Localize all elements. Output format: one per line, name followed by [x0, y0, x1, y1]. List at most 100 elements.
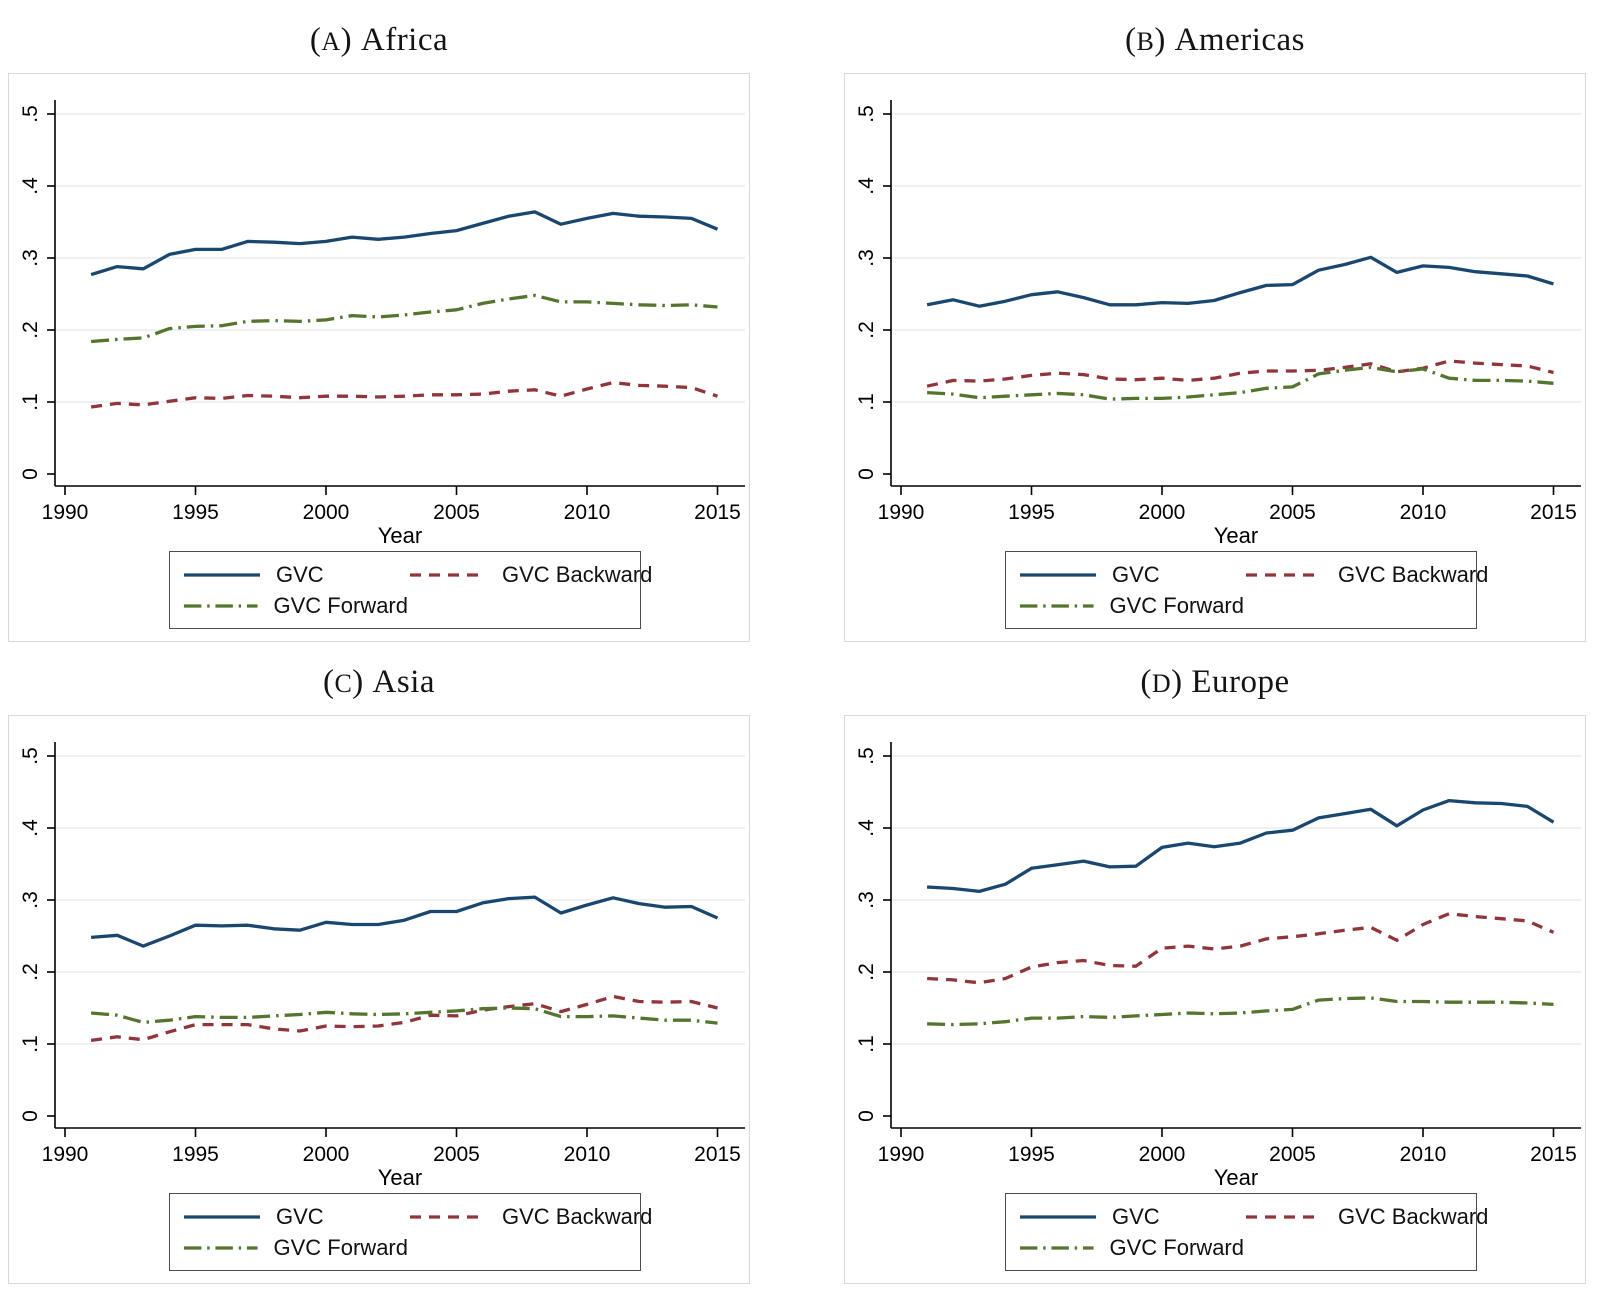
legend-sample-gvc — [1020, 572, 1096, 577]
series-line-gvc — [927, 798, 1555, 894]
legend-item-label: GVC Forward — [273, 1234, 408, 1260]
axes — [890, 100, 1581, 487]
legend-item-gvc: GVC — [182, 559, 408, 590]
x-tick-label: 2005 — [1269, 1143, 1316, 1166]
legend-sample-backward — [1246, 1214, 1322, 1219]
legend-item-forward: GVC Forward — [182, 590, 408, 621]
legend-item-forward: GVC Forward — [182, 1232, 408, 1263]
y-tick-label: .2 — [19, 321, 42, 339]
legend: GVC GVC Backward GVC Forward — [1005, 1193, 1488, 1271]
x-axis-ticks: 1990 1995 2000 2005 2010 2015 Year — [42, 486, 741, 548]
x-tick-label: 2000 — [1139, 1143, 1186, 1166]
panel-region-name: Europe — [1191, 664, 1290, 700]
x-tick-label: 1990 — [878, 501, 925, 524]
x-tick-label: 2000 — [303, 1143, 350, 1166]
panel-title: (B) Americas — [1124, 22, 1306, 58]
legend-sample-gvc — [1020, 1214, 1096, 1219]
panel-region-name: Americas — [1174, 22, 1306, 58]
legend-sample-forward — [183, 1245, 258, 1250]
x-tick-label: 1990 — [42, 1143, 89, 1166]
x-axis-title: Year — [1214, 1165, 1258, 1190]
legend-sample-gvc — [184, 1214, 260, 1219]
x-axis-ticks: 1990 1995 2000 2005 2010 2015 Year — [878, 486, 1577, 548]
series-line-forward — [927, 365, 1554, 401]
legend-sample-gvc — [184, 572, 260, 577]
y-tick-label: .2 — [855, 963, 878, 981]
x-tick-label: 1990 — [878, 1143, 925, 1166]
graph-region: 0.1.2.3.4.5 1990 1995 2000 2005 2010 2015 Year … — [844, 73, 1586, 642]
legend: GVC GVC Backward GVC Forward — [169, 1193, 652, 1271]
x-tick-label: 2010 — [564, 1143, 611, 1166]
panel-letter: C — [334, 669, 353, 698]
legend-item-label: GVC — [1112, 1203, 1160, 1229]
y-tick-label: .4 — [19, 819, 42, 837]
axes — [54, 100, 745, 487]
x-axis-ticks: 1990 1995 2000 2005 2010 2015 Year — [878, 1128, 1577, 1190]
x-axis-title: Year — [378, 1165, 422, 1190]
x-tick-label: 2010 — [564, 501, 611, 524]
x-tick-label: 2005 — [1269, 501, 1316, 524]
y-tick-label: .5 — [19, 105, 42, 123]
chart-panel: (A) Africa 0 .1 .2 .3 .4 .5 1990 1995 2000 2005 20… — [8, 6, 750, 642]
legend-item-label: GVC Backward — [502, 1203, 653, 1229]
legend-sample-backward — [410, 572, 486, 577]
legend-sample-forward — [183, 603, 258, 608]
gridlines — [55, 113, 745, 403]
series-line-forward — [90, 1006, 718, 1025]
y-tick-label: .3 — [855, 891, 878, 909]
series-line-backward — [926, 359, 1554, 388]
y-tick-label: .3 — [855, 249, 878, 267]
x-tick-label: 2015 — [1530, 501, 1577, 524]
x-axis-ticks: 1990 1995 2000 2005 2010 2015 Year — [42, 1128, 741, 1190]
legend-item-forward: GVC Forward — [1018, 1232, 1244, 1263]
plot-area: 0 .1 .2 .3 .4 .5 1990 1995 2000 2005 2010 2015 Year — [9, 78, 749, 549]
legend-item-label: GVC — [276, 1203, 324, 1229]
x-axis-title: Year — [378, 523, 422, 548]
plot-svg: 0 .1 .2 .3 .4 .5 1990 1995 2000 2005 2010 2015 Year — [19, 742, 745, 1190]
graph-region: 0.1.2.3.4.5 1990 1995 2000 2005 2010 2015 Year … — [844, 715, 1586, 1284]
x-tick-label: 2015 — [1530, 1143, 1577, 1166]
graph-region: 0.1.2.3.4.5 1990 1995 2000 2005 2010 2015 Year … — [8, 73, 750, 642]
panel-letter: D — [1151, 669, 1172, 698]
x-tick-label: 1995 — [172, 1143, 219, 1166]
legend-item-label: GVC — [276, 561, 324, 587]
y-tick-label: .5 — [855, 747, 878, 765]
chart-panel: (C) Asia 0 .1 .2 .3 .4 .5 1990 1995 2000 2005 2010… — [8, 648, 750, 1284]
legend-item-backward: GVC Backward — [1244, 559, 1488, 590]
plot-svg: 0 .1 .2 .3 .4 .5 1990 1995 2000 2005 2010 2015 Year — [855, 742, 1581, 1190]
y-tick-label: .1 — [19, 1035, 42, 1053]
plot-area: 0 .1 .2 .3 .4 .5 1990 1995 2000 2005 2010 2015 Year — [845, 78, 1585, 549]
y-tick-label: .5 — [855, 105, 878, 123]
y-tick-label: .1 — [855, 393, 878, 411]
legend-item-label: GVC Backward — [1338, 1203, 1489, 1229]
legend-item-label: GVC Backward — [1338, 561, 1489, 587]
legend-sample-backward — [1246, 572, 1322, 577]
legend-sample-forward — [1019, 1245, 1094, 1250]
legend-item-label: GVC Forward — [1109, 592, 1244, 618]
plot-area: 0 .1 .2 .3 .4 .5 1990 1995 2000 2005 2010 2015 Year — [9, 720, 749, 1191]
y-tick-label: .1 — [855, 1035, 878, 1053]
legend-item-backward: GVC Backward — [408, 559, 652, 590]
y-tick-label: 0 — [19, 1110, 42, 1122]
legend-item-forward: GVC Forward — [1018, 590, 1244, 621]
x-tick-label: 1990 — [42, 501, 89, 524]
panel-title: (A) Africa — [309, 22, 449, 58]
series-line-forward — [927, 996, 1554, 1027]
legend-sample-forward — [1019, 603, 1094, 608]
panel-region-name: Africa — [360, 22, 449, 58]
legend-item-label: GVC Forward — [273, 592, 408, 618]
legend-item-gvc: GVC — [182, 1201, 408, 1232]
panel-region-name: Asia — [372, 664, 436, 700]
y-tick-label: .4 — [855, 177, 878, 195]
legend-item-gvc: GVC — [1018, 1201, 1244, 1232]
x-tick-label: 2000 — [303, 501, 350, 524]
panel-title: (C) Asia — [322, 664, 436, 700]
series-line-forward — [90, 293, 718, 344]
legend-item-label: GVC Backward — [502, 561, 653, 587]
series-line-gvc — [926, 255, 1554, 308]
gridlines — [891, 113, 1581, 403]
x-tick-label: 2015 — [694, 1143, 741, 1166]
y-tick-label: .4 — [19, 177, 42, 195]
